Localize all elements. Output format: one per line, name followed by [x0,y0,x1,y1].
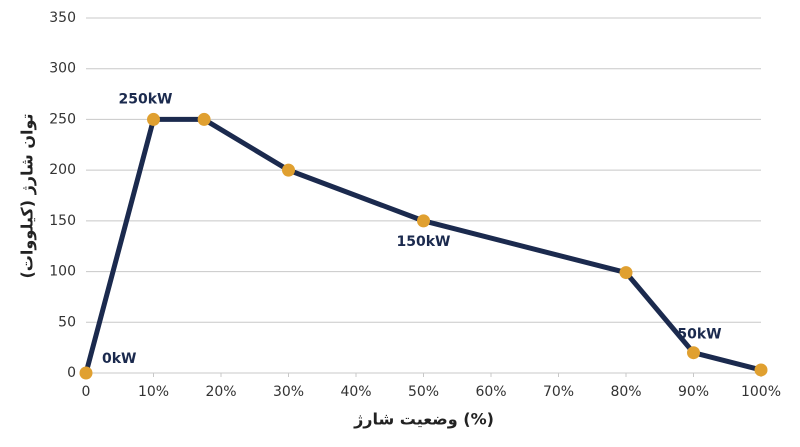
x-tick-label: 100% [741,384,781,400]
x-tick-label: 30% [273,384,304,400]
y-axis-title: توان شارژ (کیلووات) [18,113,37,278]
marker [79,366,93,380]
marker [619,266,633,280]
x-tick-label: 70% [543,384,574,400]
marker [687,346,700,360]
y-tick-label: 100 [49,264,76,280]
y-tick-label: 150 [49,213,76,229]
data-annotation: 0kW [102,351,137,367]
marker [147,112,160,126]
x-tick-label: 50% [408,384,439,400]
data-annotation: 50kW [677,327,721,343]
x-tick-label: 20% [205,384,236,400]
marker [197,112,211,126]
y-tick-label: 200 [49,162,76,178]
data-annotation: 250kW [119,91,173,107]
y-tick-label: 50 [58,314,76,330]
marker [417,214,430,228]
y-tick-label: 0 [67,365,76,381]
x-tick-label: 90% [678,384,709,400]
data-annotation: 150kW [397,234,451,250]
x-tick-label: 80% [610,384,641,400]
line [83,116,762,374]
x-tick-label: 10% [138,384,169,400]
y-tick-label: 250 [49,111,76,127]
x-tick-label: 0 [82,384,91,400]
x-tick-label: 40% [340,384,371,400]
y-tick-label: 300 [49,61,76,77]
x-tick-label: 60% [475,384,506,400]
marker [282,163,295,177]
x-axis-title: وضعیت شارژ (%) [353,410,494,429]
marker [754,363,768,377]
y-tick-label: 350 [49,10,76,26]
